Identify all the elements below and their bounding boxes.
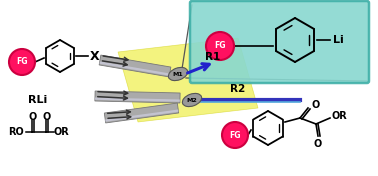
FancyBboxPatch shape [190, 1, 369, 83]
Polygon shape [104, 103, 179, 123]
Text: O: O [29, 112, 37, 122]
Ellipse shape [182, 93, 201, 107]
Ellipse shape [206, 32, 234, 60]
Text: FG: FG [16, 58, 28, 67]
Text: O: O [311, 100, 319, 110]
Polygon shape [105, 109, 178, 122]
Text: R2: R2 [230, 84, 246, 94]
Polygon shape [95, 98, 180, 102]
Ellipse shape [222, 122, 248, 148]
Text: RO: RO [8, 127, 24, 137]
Text: M1: M1 [173, 71, 183, 77]
Text: R1: R1 [205, 52, 220, 62]
Text: OR: OR [54, 127, 70, 137]
Text: FG: FG [229, 130, 241, 140]
Polygon shape [95, 91, 180, 103]
Text: OR: OR [332, 111, 348, 121]
Polygon shape [118, 38, 258, 122]
Ellipse shape [168, 67, 187, 81]
Text: Li: Li [333, 35, 344, 45]
Text: FG: FG [214, 42, 226, 51]
Text: O: O [314, 139, 322, 149]
Polygon shape [99, 61, 170, 76]
Text: O: O [43, 112, 51, 122]
Ellipse shape [9, 49, 35, 75]
Polygon shape [99, 55, 171, 77]
Text: X: X [90, 49, 100, 62]
Text: M2: M2 [187, 98, 197, 102]
Text: RLi: RLi [28, 95, 48, 105]
